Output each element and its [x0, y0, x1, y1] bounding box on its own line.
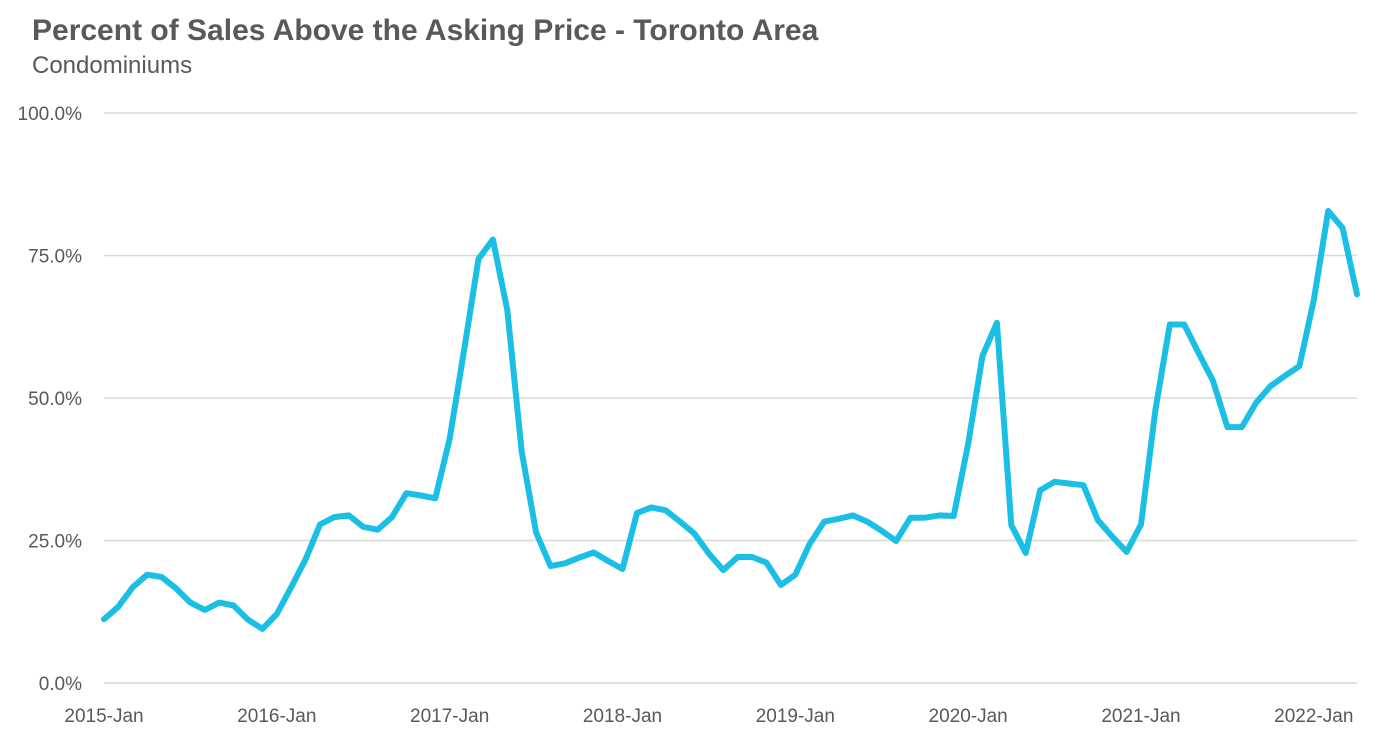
- gridlines: [104, 112, 1357, 684]
- x-tick-label: 2018-Jan: [583, 706, 662, 727]
- x-tick-label: 2017-Jan: [410, 706, 489, 727]
- y-tick-label: 50.0%: [28, 389, 82, 410]
- x-axis-ticks: 2015-Jan 2016-Jan 2017-Jan 2018-Jan 2019-Jan…: [64, 706, 1353, 727]
- y-tick-label: 100.0%: [18, 104, 83, 125]
- x-tick-label: 2020-Jan: [929, 706, 1008, 727]
- chart-title: Percent of Sales Above the Asking Price …: [32, 14, 819, 47]
- y-axis-ticks: 0.0% 25.0% 50.0% 75.0% 100.0%: [18, 104, 83, 695]
- x-tick-label: 2016-Jan: [237, 706, 316, 727]
- x-tick-label: 2015-Jan: [64, 706, 143, 727]
- series-line: [101, 208, 1360, 632]
- y-tick-label: 25.0%: [28, 532, 82, 553]
- x-tick-label: 2021-Jan: [1101, 706, 1180, 727]
- series-layer: [101, 208, 1360, 632]
- x-tick-label: 2022-Jan: [1274, 706, 1353, 727]
- chart-subtitle: Condominiums: [32, 52, 193, 79]
- y-tick-label: 75.0%: [28, 247, 82, 268]
- y-tick-label: 0.0%: [39, 674, 82, 695]
- x-tick-label: 2019-Jan: [756, 706, 835, 727]
